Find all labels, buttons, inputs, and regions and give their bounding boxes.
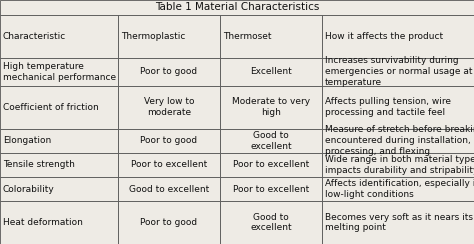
Text: Increases survivability during
emergencies or normal usage at high
temperature: Increases survivability during emergenci… [325,56,474,87]
Text: Affects pulling tension, wire
processing and tactile feel: Affects pulling tension, wire processing… [325,97,451,117]
Bar [322,201,474,244]
Bar [118,177,220,201]
Text: Characteristic: Characteristic [3,32,66,41]
Bar [322,129,474,153]
Bar [0,153,118,177]
Text: Very low to
moderate: Very low to moderate [144,97,194,117]
Text: High temperature
mechanical performance: High temperature mechanical performance [3,62,116,81]
Text: Good to
excellent: Good to excellent [250,131,292,151]
Text: Thermoplastic: Thermoplastic [121,32,185,41]
Bar [220,201,322,244]
Bar [220,58,322,86]
Text: Good to excellent: Good to excellent [129,184,209,193]
Text: Wide range in both material types,
impacts durability and stripability: Wide range in both material types, impac… [325,155,474,175]
Bar [0,58,118,86]
Bar [118,129,220,153]
Text: Moderate to very
high: Moderate to very high [232,97,310,117]
Text: Tensile strength: Tensile strength [3,160,75,169]
Text: Affects identification, especially in
low-light conditions: Affects identification, especially in lo… [325,179,474,199]
Text: Poor to good: Poor to good [140,218,198,227]
Text: Thermoset: Thermoset [223,32,272,41]
Bar [0,201,118,244]
Bar [118,58,220,86]
Text: Heat deformation: Heat deformation [3,218,83,227]
Text: Coefficient of friction: Coefficient of friction [3,102,99,112]
Bar [118,201,220,244]
Text: How it affects the product: How it affects the product [325,32,443,41]
Bar [322,177,474,201]
Text: Becomes very soft as it nears its
melting point: Becomes very soft as it nears its meltin… [325,213,473,233]
Bar [220,15,322,58]
Text: Good to
excellent: Good to excellent [250,213,292,233]
Text: Colorability: Colorability [3,184,55,193]
Text: Excellent: Excellent [250,67,292,76]
Text: Elongation: Elongation [3,136,51,145]
Bar [322,153,474,177]
Bar [220,177,322,201]
Bar [322,58,474,86]
Bar [322,15,474,58]
Bar [0,86,118,129]
Text: Poor to good: Poor to good [140,136,198,145]
Bar [322,86,474,129]
Bar [220,153,322,177]
Bar [220,86,322,129]
Bar [0,15,118,58]
Bar [118,153,220,177]
Bar [0,177,118,201]
Text: Poor to excellent: Poor to excellent [233,160,309,169]
Text: Poor to good: Poor to good [140,67,198,76]
Bar [118,86,220,129]
Text: Poor to excellent: Poor to excellent [233,184,309,193]
Bar [0,0,474,15]
Bar [220,129,322,153]
Bar [0,129,118,153]
Bar [118,15,220,58]
Text: Table 1 Material Characteristics: Table 1 Material Characteristics [155,2,319,12]
Text: Poor to excellent: Poor to excellent [131,160,207,169]
Text: Measure of stretch before breaking,
encountered during installation,
processing,: Measure of stretch before breaking, enco… [325,125,474,156]
